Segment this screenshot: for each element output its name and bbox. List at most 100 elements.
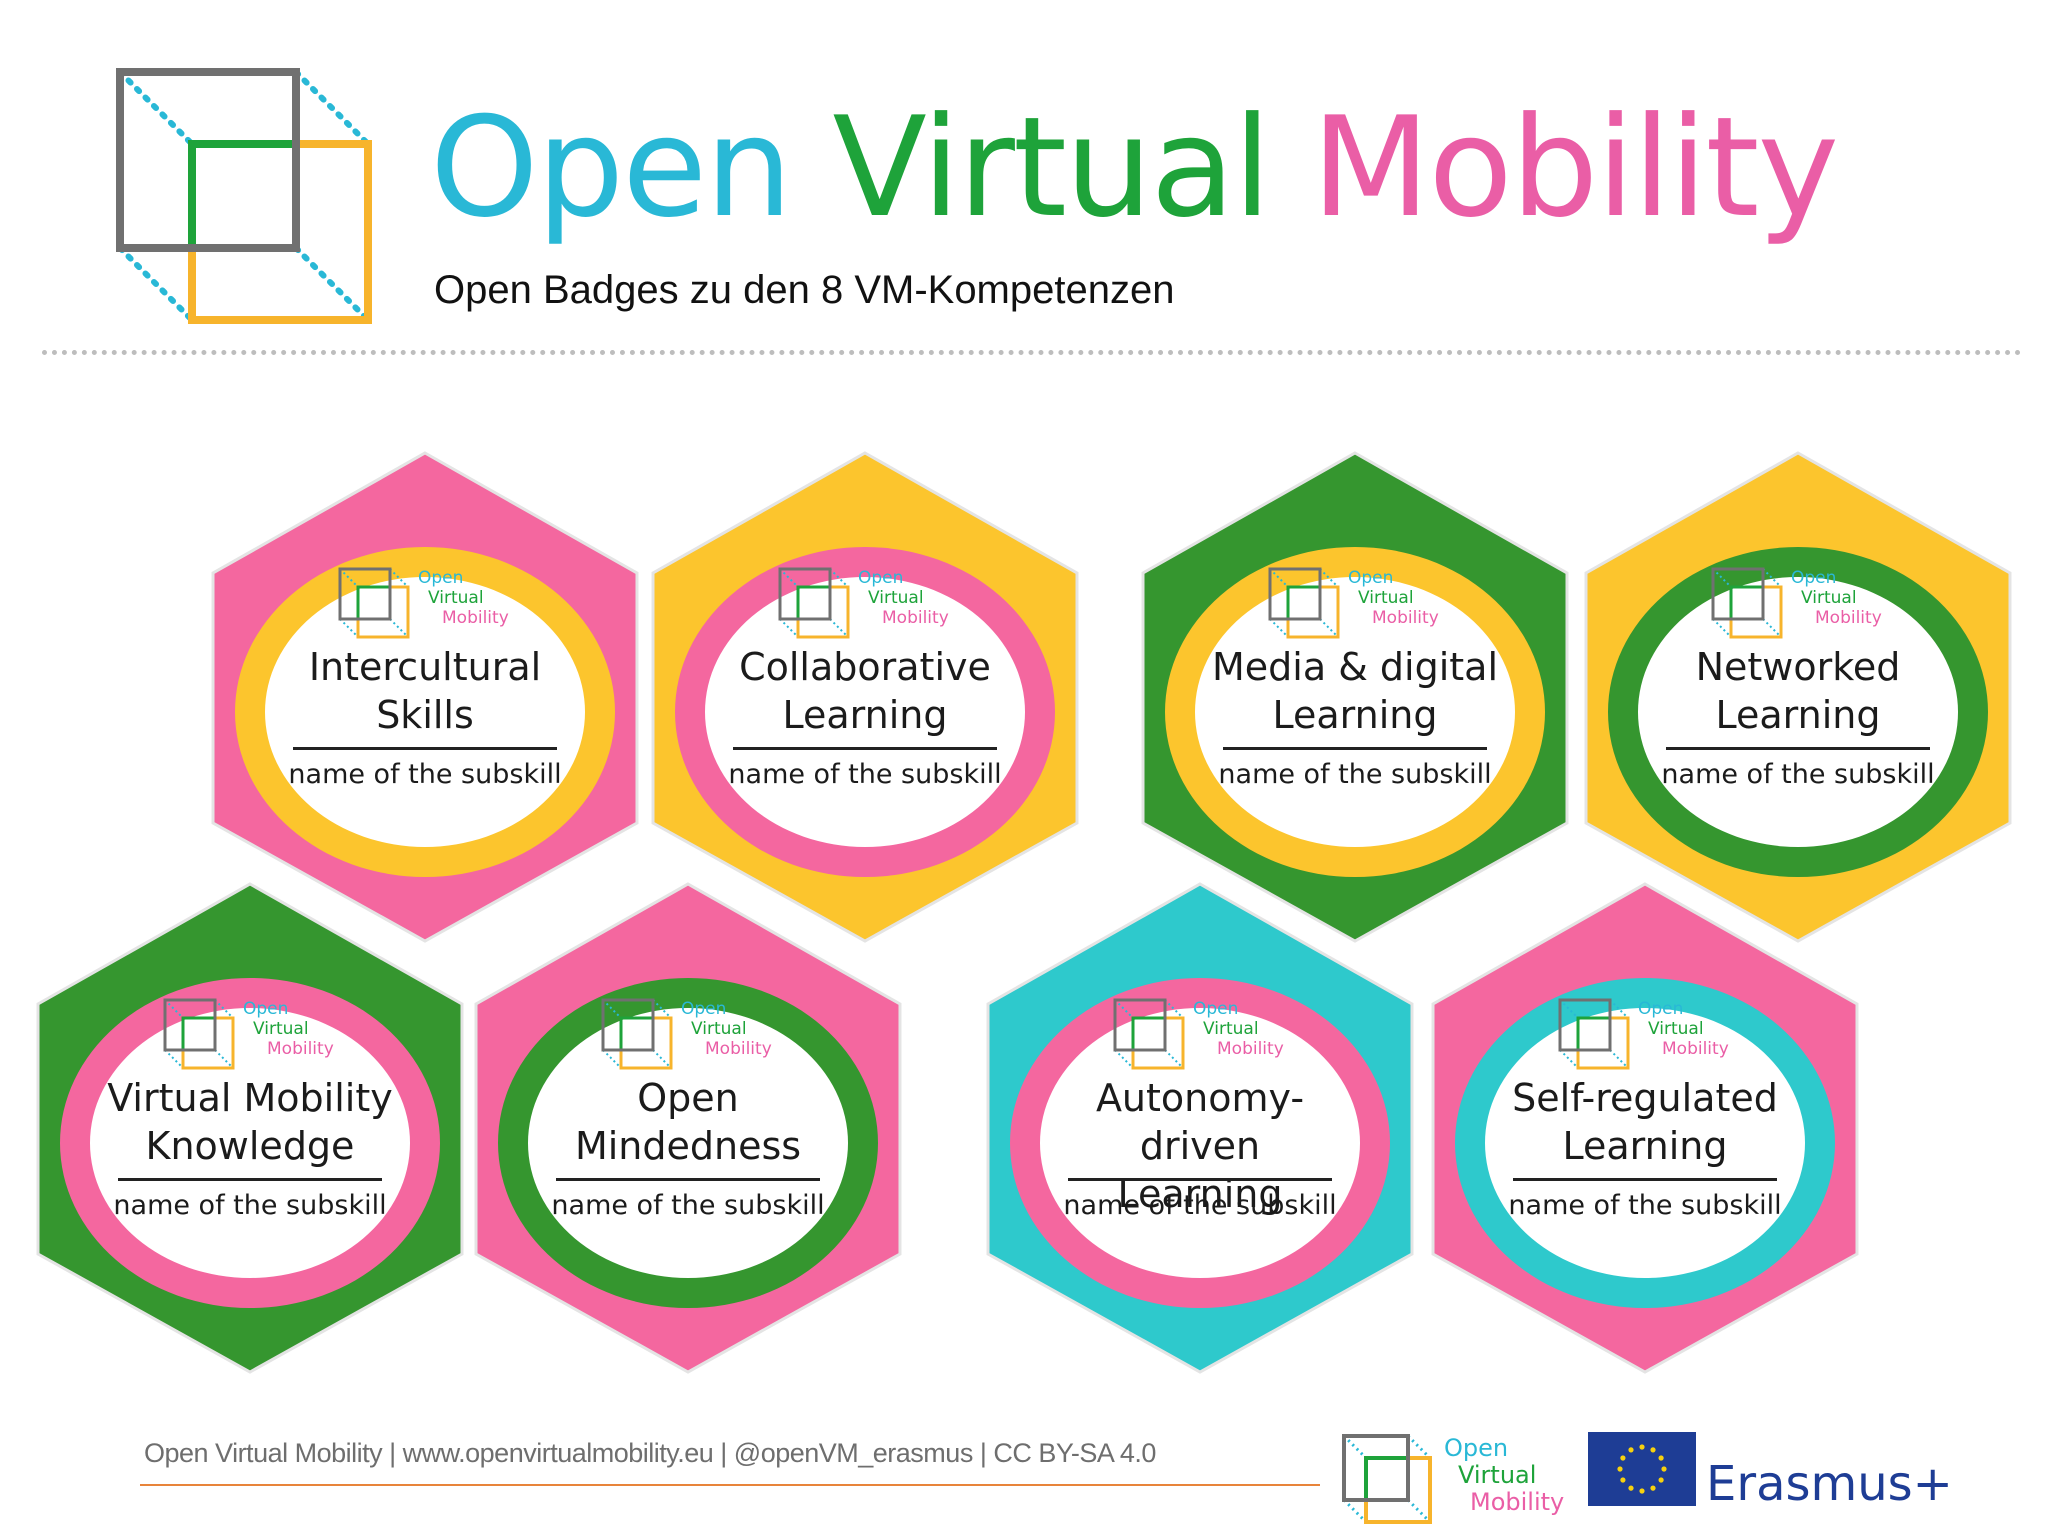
eu-star-icon [1620,1477,1626,1483]
footer-logo-mobility: Mobility [1470,1488,1564,1516]
mini-logo-open: Open [681,999,726,1019]
mini-logo-mobility: Mobility [267,1039,334,1059]
mini-logo-mobility: Mobility [705,1039,772,1059]
badge-divider [118,1178,382,1181]
mini-ovm-logo-icon: Open Virtual Mobility [778,567,949,639]
eu-star-icon [1661,1466,1667,1472]
badge-skill-name: Collaborative Learning [705,643,1025,739]
badge-skill-name: Self-regulated Learning [1485,1074,1805,1170]
badge-collaborative-learning: Open Virtual Mobility Collaborative Lear… [645,447,1085,947]
mini-logo-virtual: Virtual [253,1019,309,1039]
ovm-logo [116,68,372,324]
mini-logo-mobility: Mobility [1372,608,1439,628]
skill-name-line1: Media & digital [1211,645,1499,689]
eu-flag-icon [1588,1432,1696,1506]
mini-logo-virtual: Virtual [868,588,924,608]
mini-ovm-logo-icon: Open Virtual Mobility [338,567,509,639]
eu-star-icon [1620,1455,1626,1461]
footer-logo-open: Open [1444,1434,1508,1462]
eu-star-icon [1628,1485,1634,1491]
skill-name-line2: Learning [1715,693,1881,737]
badge-subskill: name of the subskill [1218,759,1492,790]
skill-name-line1: Networked [1695,645,1901,689]
badge-skill-name: Networked Learning [1638,643,1958,739]
badge-subskill: name of the subskill [728,759,1002,790]
mini-ovm-logo-icon: Open Virtual Mobility [163,998,334,1070]
badge-divider [1666,747,1930,750]
skill-name-line1: Open [637,1076,739,1120]
mini-logo-mobility: Mobility [1662,1039,1729,1059]
mini-ovm-logo-icon: Open Virtual Mobility [601,998,772,1070]
mini-logo-virtual: Virtual [1358,588,1414,608]
badge-virtual-mobility-knowledge: Open Virtual Mobility Virtual Mobility K… [30,878,470,1378]
mini-logo-virtual: Virtual [1648,1019,1704,1039]
mini-logo-virtual: Virtual [1203,1019,1259,1039]
erasmus-plus-label: Erasmus+ [1706,1456,1953,1512]
badge-media-digital-learning: Open Virtual Mobility Media & digital Le… [1135,447,1575,947]
footer-ovm-logo: Open Virtual Mobility [1342,1434,1564,1524]
eu-star-icon [1658,1455,1664,1461]
mini-logo-virtual: Virtual [428,588,484,608]
mini-logo-virtual: Virtual [691,1019,747,1039]
eu-star-icon [1617,1466,1623,1472]
eu-star-icon [1628,1447,1634,1453]
badge-ring [60,978,440,1308]
badge-divider [293,747,557,750]
mini-logo-mobility: Mobility [1217,1039,1284,1059]
eu-star-icon [1650,1485,1656,1491]
skill-name-line2: Knowledge [145,1124,355,1168]
badge-self-regulated-learning: Open Virtual Mobility Self-regulated Lea… [1425,878,1865,1378]
skill-name-line1: Virtual Mobility [107,1076,393,1120]
mini-logo-mobility: Mobility [882,608,949,628]
title-open: Open [430,87,793,248]
mini-logo-mobility: Mobility [442,608,509,628]
badge-subskill: name of the subskill [113,1190,387,1221]
skill-name-line2: Learning [1562,1124,1728,1168]
badge-skill-name: Media & digital Learning [1195,643,1515,739]
footer-divider [140,1484,1320,1486]
mini-logo-open: Open [858,568,903,588]
eu-star-icon [1658,1477,1664,1483]
eu-star-icon [1639,1488,1645,1494]
mini-logo-open: Open [243,999,288,1019]
badge-ring [675,547,1055,877]
mini-logo-open: Open [1638,999,1683,1019]
mini-logo-mobility: Mobility [1815,608,1882,628]
badge-open-mindedness: Open Virtual Mobility Open Mindedness na… [468,878,908,1378]
page-subtitle: Open Badges zu den 8 VM-Kompetenzen [434,268,1175,312]
badge-skill-name: Intercultural Skills [265,643,585,739]
mini-logo-open: Open [418,568,463,588]
page-title: Open Virtual Mobility [430,87,1839,248]
skill-name-line2: Mindedness [574,1124,802,1168]
mini-ovm-logo-icon: Open Virtual Mobility [1113,998,1284,1070]
eu-star-icon [1639,1444,1645,1450]
badge-divider [1513,1178,1777,1181]
mini-ovm-logo-icon: Open Virtual Mobility [1711,567,1882,639]
badge-divider [1068,1178,1332,1181]
badge-subskill: name of the subskill [1063,1190,1337,1221]
mini-logo-virtual: Virtual [1801,588,1857,608]
footer-logo-virtual: Virtual [1458,1461,1536,1489]
skill-name-line2: Skills [376,693,474,737]
badge-skill-name: Open Mindedness [528,1074,848,1170]
title-mobility: Mobility [1311,87,1839,248]
footer-text: Open Virtual Mobility | www.openvirtualm… [144,1438,1156,1468]
badge-networked-learning: Open Virtual Mobility Networked Learning… [1578,447,2018,947]
dotted-divider [42,350,2022,355]
skill-name-line2: Learning [1272,693,1438,737]
mini-logo-open: Open [1193,999,1238,1019]
badge-intercultural-skills: Open Virtual Mobility Intercultural Skil… [205,447,645,947]
mini-ovm-logo-icon: Open Virtual Mobility [1558,998,1729,1070]
eu-star-icon [1650,1447,1656,1453]
badge-subskill: name of the subskill [1661,759,1935,790]
badge-divider [733,747,997,750]
badge-divider [556,1178,820,1181]
skill-name-line1: Autonomy-driven [1095,1076,1305,1168]
mini-logo-open: Open [1348,568,1393,588]
skill-name-line1: Collaborative [739,645,991,689]
skill-name-line2: Learning [782,693,948,737]
badge-subskill: name of the subskill [288,759,562,790]
badge-divider [1223,747,1487,750]
mini-ovm-logo-icon: Open Virtual Mobility [1268,567,1439,639]
badge-subskill: name of the subskill [551,1190,825,1221]
